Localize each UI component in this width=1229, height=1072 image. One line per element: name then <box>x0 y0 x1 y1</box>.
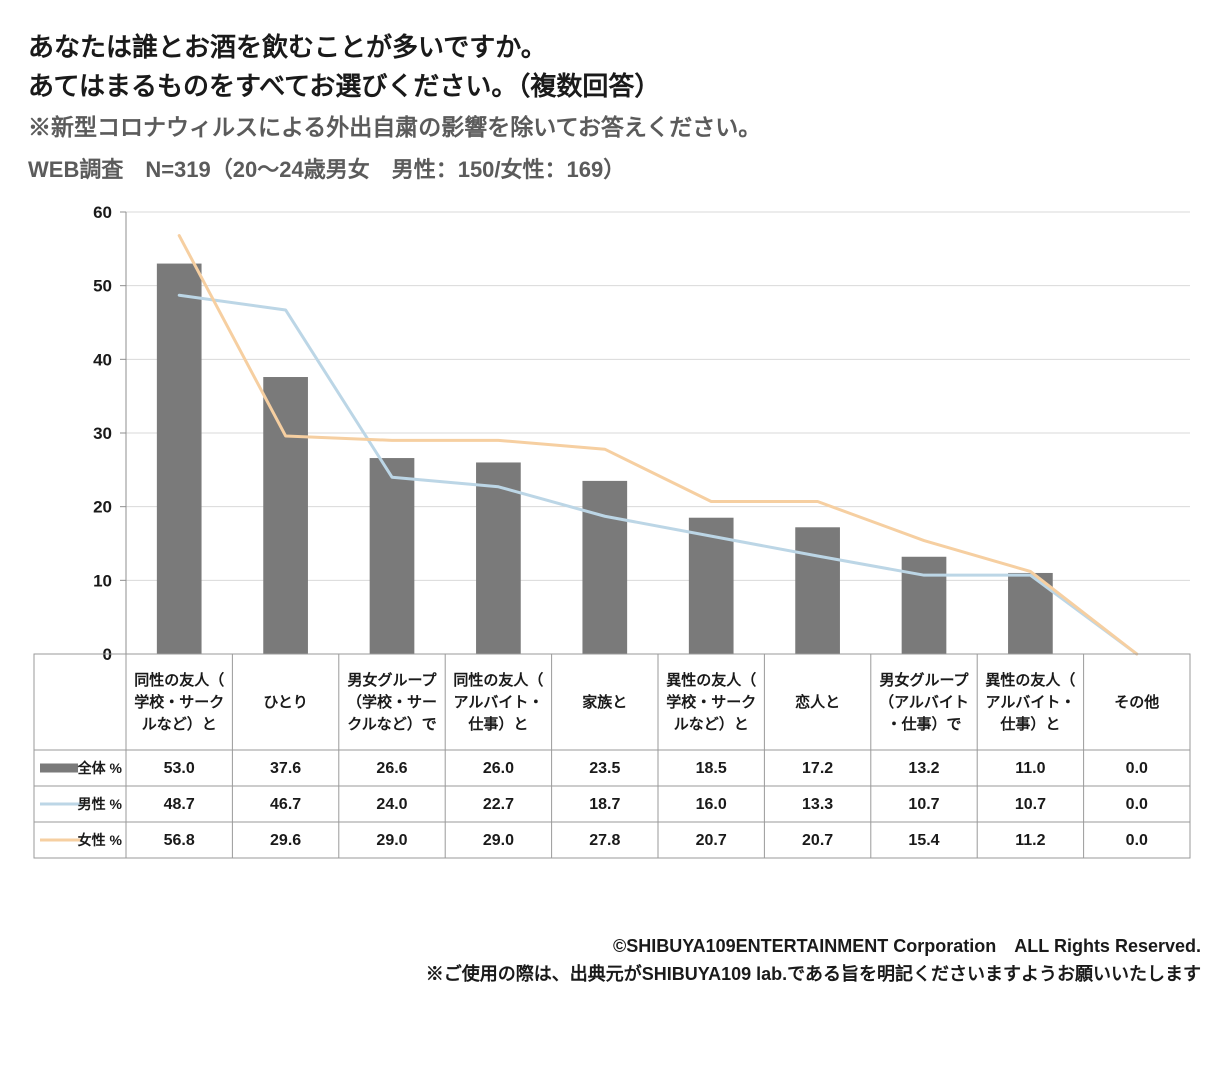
svg-text:20.7: 20.7 <box>696 832 727 849</box>
svg-text:40: 40 <box>93 350 112 369</box>
svg-text:ルなど）と: ルなど）と <box>674 715 749 733</box>
svg-text:11.2: 11.2 <box>1015 832 1045 849</box>
svg-text:10: 10 <box>93 571 112 590</box>
svg-text:17.2: 17.2 <box>802 760 833 777</box>
svg-text:男性 %: 男性 % <box>78 796 123 812</box>
title-block: あなたは誰とお酒を飲むことが多いですか。 あてはまるものをすべてお選びください。… <box>28 28 1201 184</box>
survey-line: WEB調査 N=319（20～24歳男女 男性：150/女性：169） <box>28 152 1201 184</box>
svg-text:男女グループ: 男女グループ <box>879 671 969 689</box>
svg-text:18.7: 18.7 <box>589 796 620 813</box>
svg-text:（アルバイト: （アルバイト <box>879 693 969 711</box>
svg-text:ひとり: ひとり <box>263 694 308 711</box>
svg-text:学校・サーク: 学校・サーク <box>666 693 756 711</box>
svg-text:13.2: 13.2 <box>908 760 939 777</box>
svg-text:学校・サーク: 学校・サーク <box>134 693 224 711</box>
svg-text:その他: その他 <box>1114 693 1159 711</box>
svg-text:同性の友人（: 同性の友人（ <box>134 671 224 689</box>
svg-text:23.5: 23.5 <box>589 760 620 777</box>
svg-text:10.7: 10.7 <box>908 796 939 813</box>
svg-text:仕事）と: 仕事）と <box>999 715 1060 733</box>
svg-text:60: 60 <box>93 203 112 222</box>
svg-text:全体 %: 全体 % <box>77 760 123 776</box>
svg-text:女性 %: 女性 % <box>78 832 123 848</box>
copyright-line: ©SHIBUYA109ENTERTAINMENT Corporation ALL… <box>28 932 1201 961</box>
svg-text:0.0: 0.0 <box>1126 832 1148 849</box>
svg-text:50: 50 <box>93 276 112 295</box>
note-line: ※新型コロナウィルスによる外出自粛の影響を除いてお答えください。 <box>28 110 1201 146</box>
svg-text:家族と: 家族と <box>582 693 627 711</box>
svg-text:異性の友人（: 異性の友人（ <box>985 671 1075 689</box>
chart-container: 0102030405060同性の友人（学校・サークルなど）とひとり男女グループ（… <box>28 202 1201 922</box>
svg-text:（学校・サー: （学校・サー <box>347 693 437 711</box>
svg-text:30: 30 <box>93 424 112 443</box>
svg-text:22.7: 22.7 <box>483 796 514 813</box>
svg-text:26.0: 26.0 <box>483 760 514 777</box>
svg-text:27.8: 27.8 <box>589 832 620 849</box>
svg-text:48.7: 48.7 <box>164 796 195 813</box>
svg-text:37.6: 37.6 <box>270 760 301 777</box>
footer-block: ©SHIBUYA109ENTERTAINMENT Corporation ALL… <box>28 932 1201 990</box>
svg-text:29.6: 29.6 <box>270 832 301 849</box>
svg-text:異性の友人（: 異性の友人（ <box>666 671 756 689</box>
svg-text:20: 20 <box>93 497 112 516</box>
svg-text:0.0: 0.0 <box>1126 796 1148 813</box>
attribution-line: ※ご使用の際は、出典元がSHIBUYA109 lab.である旨を明記くださいます… <box>28 960 1201 989</box>
svg-text:20.7: 20.7 <box>802 832 833 849</box>
svg-text:15.4: 15.4 <box>908 832 939 849</box>
chart-svg: 0102030405060同性の友人（学校・サークルなど）とひとり男女グループ（… <box>28 202 1198 922</box>
svg-text:・仕事）で: ・仕事）で <box>886 715 961 733</box>
svg-text:29.0: 29.0 <box>483 832 514 849</box>
svg-text:恋人と: 恋人と <box>795 693 840 711</box>
svg-text:同性の友人（: 同性の友人（ <box>453 671 543 689</box>
svg-text:アルバイト・: アルバイト・ <box>985 694 1075 711</box>
svg-text:16.0: 16.0 <box>696 796 727 813</box>
svg-text:53.0: 53.0 <box>164 760 195 777</box>
svg-text:29.0: 29.0 <box>376 832 407 849</box>
svg-text:0.0: 0.0 <box>1126 760 1148 777</box>
svg-text:46.7: 46.7 <box>270 796 301 813</box>
svg-text:56.8: 56.8 <box>164 832 195 849</box>
title-line-2: あてはまるものをすべてお選びください。（複数回答） <box>28 67 1201 106</box>
svg-text:18.5: 18.5 <box>696 760 727 777</box>
title-line-1: あなたは誰とお酒を飲むことが多いですか。 <box>28 28 1201 67</box>
svg-text:10.7: 10.7 <box>1015 796 1046 813</box>
svg-text:13.3: 13.3 <box>802 796 833 813</box>
svg-text:男女グループ: 男女グループ <box>347 671 437 689</box>
svg-text:仕事）と: 仕事）と <box>467 715 528 733</box>
svg-text:11.0: 11.0 <box>1015 760 1045 777</box>
svg-text:26.6: 26.6 <box>376 760 407 777</box>
svg-text:ルなど）と: ルなど）と <box>142 715 217 733</box>
svg-text:クルなど）で: クルなど）で <box>347 715 437 733</box>
svg-text:アルバイト・: アルバイト・ <box>453 694 543 711</box>
svg-text:24.0: 24.0 <box>376 796 407 813</box>
